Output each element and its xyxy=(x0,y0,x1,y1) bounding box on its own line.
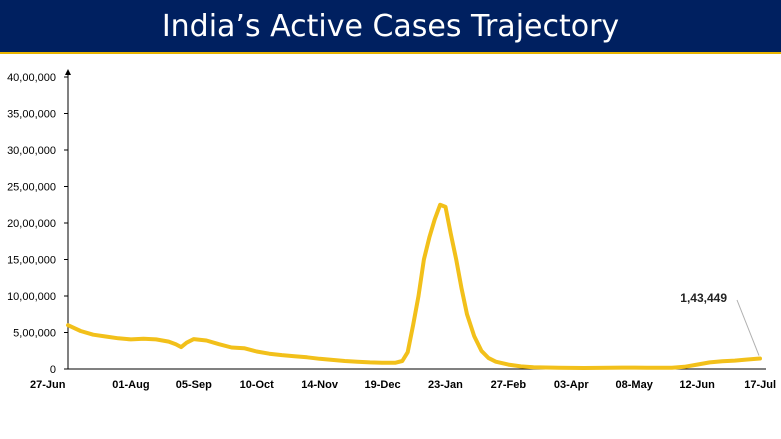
x-tick-label: 14-Nov xyxy=(301,379,339,391)
x-tick-label: 03-Apr xyxy=(554,379,590,391)
x-tick-label: 23-Jan xyxy=(428,379,463,391)
y-tick-label: 5,00,000 xyxy=(13,328,56,340)
x-tick-label: 08-May xyxy=(616,379,654,391)
active-cases-line-chart: 0 5,00,000 10,00,000 15,00,000 20,00,000 25,0… xyxy=(7,69,776,391)
title-bar: India’s Active Cases Trajectory xyxy=(0,0,781,52)
y-axis-ticks: 0 5,00,000 10,00,000 15,00,000 20,00,000 25,0… xyxy=(7,72,68,376)
y-tick-label: 10,00,000 xyxy=(7,291,56,303)
x-axis-ticks: 27-Jun 01-Aug 05-Sep 10-Oct 14-Nov 19-Dec 23-J… xyxy=(30,379,776,391)
active-cases-series-line xyxy=(66,202,762,370)
annotation-leader-line xyxy=(736,299,760,356)
y-tick-label: 20,00,000 xyxy=(7,218,56,230)
annotation-latest-value: 1,43,449 xyxy=(680,291,727,305)
y-tick-label: 35,00,000 xyxy=(7,109,56,121)
y-tick-label: 25,00,000 xyxy=(7,182,56,194)
x-tick-label: 19-Dec xyxy=(365,379,401,391)
y-tick-label: 15,00,000 xyxy=(7,255,56,267)
x-tick-label: 27-Feb xyxy=(491,379,527,391)
x-tick-label: 17-Jul xyxy=(744,379,776,391)
x-tick-label: 10-Oct xyxy=(240,379,275,391)
y-tick-label: 0 xyxy=(50,364,56,376)
page-title: India’s Active Cases Trajectory xyxy=(161,8,620,44)
y-tick-label: 40,00,000 xyxy=(7,72,56,84)
y-axis-arrowhead xyxy=(65,69,71,75)
x-tick-label: 05-Sep xyxy=(176,379,212,391)
x-tick-label: 01-Aug xyxy=(112,379,149,391)
series-layer xyxy=(66,202,762,370)
y-tick-label: 30,00,000 xyxy=(7,145,56,157)
x-tick-label: 12-Jun xyxy=(679,379,715,391)
title-underline xyxy=(0,52,781,54)
axes xyxy=(65,69,766,370)
x-tick-label: 27-Jun xyxy=(30,379,66,391)
annotations: 1,43,449 xyxy=(680,291,760,356)
